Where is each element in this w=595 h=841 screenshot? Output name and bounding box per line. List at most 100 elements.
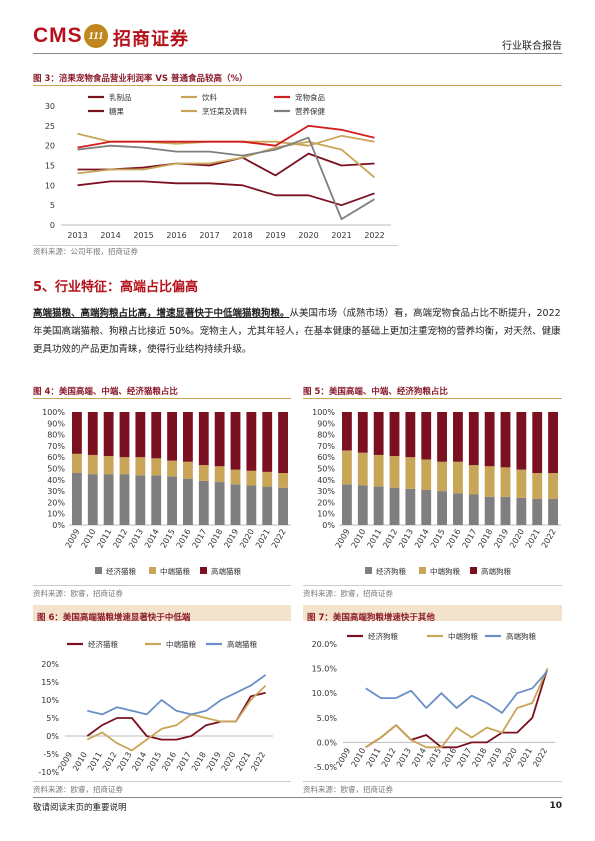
x-tick-label: 2022 xyxy=(540,528,558,550)
bar-segment xyxy=(103,412,114,457)
y-tick-label: 80% xyxy=(317,431,335,440)
series-line-1 xyxy=(77,180,375,207)
bar-segment xyxy=(167,476,177,525)
x-tick-label: 2018 xyxy=(476,528,494,550)
para-rest: 从美国市场（成熟市场）看，高端宠物食品占比不断提升，2022 年美国高端猫粮、狗… xyxy=(33,308,561,355)
bar-segment xyxy=(198,412,209,466)
bar-segment xyxy=(230,412,241,470)
x-tick-label: 2017 xyxy=(199,231,219,240)
legend-swatch xyxy=(200,567,207,574)
x-tick-label: 2019 xyxy=(492,528,510,550)
y-tick-label: 15% xyxy=(41,678,59,687)
fig7-source: 资料来源：欧睿，招商证券 xyxy=(303,785,393,794)
bar-segment xyxy=(87,474,98,525)
bar-segment xyxy=(468,465,479,495)
y-tick-label: 15 xyxy=(45,162,55,171)
bar-segment xyxy=(516,469,527,498)
logo-cn: 招商证券 xyxy=(113,29,189,50)
x-tick-label: 2021 xyxy=(524,528,542,550)
y-tick-label: 90% xyxy=(317,419,335,428)
x-tick-label: 2017 xyxy=(461,528,479,550)
fig5-title-rule xyxy=(303,398,562,399)
y-tick-label: 80% xyxy=(47,431,65,440)
legend-label: 经济狗粮 xyxy=(368,631,398,641)
bar-segment xyxy=(484,496,495,525)
legend-swatch xyxy=(470,567,477,574)
y-tick-label: 90% xyxy=(47,419,65,428)
x-tick-label: 2013 xyxy=(127,528,145,550)
y-tick-label: 40% xyxy=(47,476,65,485)
bar-segment xyxy=(262,412,273,472)
bar-segment xyxy=(135,457,146,476)
bar-segment xyxy=(389,487,400,525)
x-tick-label: 2022 xyxy=(364,231,384,240)
y-tick-label: 0.0% xyxy=(317,738,338,747)
fig7-chart: -5.0%0.0%5.0%10.0%15.0%20.0%200920102011… xyxy=(312,631,555,772)
logo-mark-icon: 111 xyxy=(84,24,108,48)
bar-segment xyxy=(342,484,352,525)
y-tick-label: 10% xyxy=(47,510,65,519)
section-paragraph: 高端猫粮、高端狗粮占比高，增速显著快于中低端猫粮狗粮。从美国市场（成熟市场）看，… xyxy=(33,305,563,359)
bar-segment xyxy=(437,461,447,492)
legend-label: 中端猫粮 xyxy=(166,639,196,649)
bar-segment xyxy=(532,499,543,525)
legend-label: 经济猫粮 xyxy=(88,639,118,649)
legend-label: 高端狗粮 xyxy=(506,631,536,641)
fig4-chart: 0%10%20%30%40%50%60%70%80%90%100%2009201… xyxy=(42,408,291,576)
report-type: 行业联合报告 xyxy=(502,41,562,52)
y-tick-label: 50% xyxy=(317,465,335,474)
x-tick-label: 2010 xyxy=(80,528,98,550)
x-tick-label: 2014 xyxy=(413,528,431,550)
bar-segment xyxy=(262,486,273,525)
x-tick-label: 2014 xyxy=(143,528,161,550)
fig5-source: 资料来源：欧睿，招商证券 xyxy=(303,589,393,598)
x-tick-label: 2019 xyxy=(265,231,285,240)
y-tick-label: 0 xyxy=(50,221,55,230)
bar-segment xyxy=(453,493,463,525)
bar-segment xyxy=(373,486,384,525)
legend-label: 高端狗粮 xyxy=(481,566,511,576)
x-tick-label: 2013 xyxy=(67,231,87,240)
bar-segment xyxy=(262,471,273,487)
bar-segment xyxy=(500,467,511,497)
bar-segment xyxy=(389,456,400,488)
bar-segment xyxy=(373,412,384,455)
header-rule xyxy=(33,53,562,54)
y-tick-label: 0% xyxy=(52,521,65,530)
bar-segment xyxy=(278,473,288,488)
y-tick-label: 50% xyxy=(47,465,65,474)
bar-segment xyxy=(278,412,288,474)
y-tick-label: 5 xyxy=(50,201,55,210)
bar-segment xyxy=(500,496,511,525)
bar-segment xyxy=(532,412,543,474)
series-line-4 xyxy=(77,152,375,177)
bar-segment xyxy=(214,412,225,467)
y-tick-label: 20.0% xyxy=(312,640,338,649)
legend-label: 营养保健 xyxy=(295,106,325,116)
x-tick-label: 2009 xyxy=(64,528,82,550)
logo-mark-text: 111 xyxy=(88,30,104,42)
x-tick-label: 2020 xyxy=(508,528,526,550)
bar-segment xyxy=(405,412,416,458)
bar-segment xyxy=(135,475,146,525)
x-tick-label: 2016 xyxy=(445,528,463,550)
bar-segment xyxy=(357,412,368,453)
series-line-5 xyxy=(77,140,376,179)
bar-segment xyxy=(373,454,384,487)
y-tick-label: 25 xyxy=(45,122,55,131)
fig7-title: 图 7：美国高端狗粮增速快于其他 xyxy=(307,613,435,623)
x-tick-label: 2015 xyxy=(429,528,447,550)
bar-segment xyxy=(246,485,257,525)
x-tick-label: 2016 xyxy=(166,231,186,240)
bar-segment xyxy=(500,412,511,468)
y-tick-label: 30% xyxy=(47,487,65,496)
bar-segment xyxy=(183,461,193,479)
bar-segment xyxy=(468,412,479,466)
bar-segment xyxy=(103,456,114,475)
y-tick-label: 30 xyxy=(45,102,55,111)
bar-segment xyxy=(516,412,527,470)
x-tick-label: 2010 xyxy=(350,528,368,550)
y-tick-label: -10% xyxy=(38,768,59,777)
y-tick-label: 5% xyxy=(46,714,59,723)
bar-segment xyxy=(183,412,193,462)
